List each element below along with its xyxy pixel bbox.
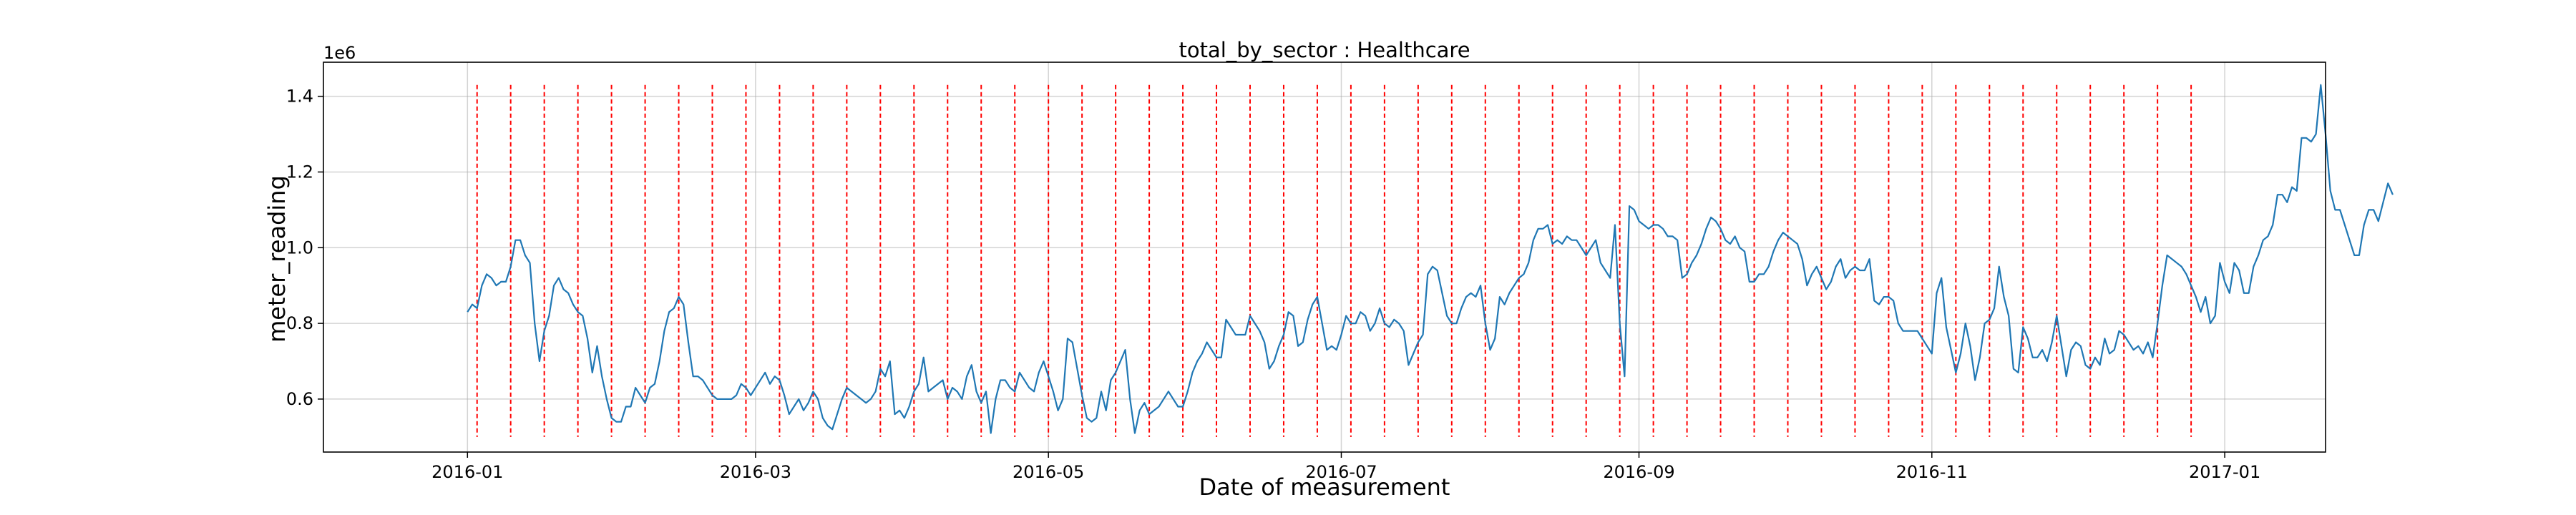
grid-lines <box>323 62 2326 452</box>
x-tick-label: 2016-11 <box>1896 462 1968 482</box>
x-tick-label: 2016-07 <box>1305 462 1377 482</box>
y-tick-label: 1.4 <box>286 87 313 107</box>
y-tick-label: 1.2 <box>286 162 313 182</box>
chart-title: total_by_sector : Healthcare <box>1179 38 1470 62</box>
x-axis-label: Date of measurement <box>1199 474 1450 501</box>
plot-frame <box>323 62 2326 453</box>
y-tick-label: 0.8 <box>286 313 313 333</box>
y-axis-label: meter_reading <box>263 175 291 343</box>
x-tick-label: 2016-01 <box>431 462 503 482</box>
y-axis-offset-label: 1e6 <box>323 43 356 63</box>
vertical-marker-lines <box>476 84 2192 437</box>
x-axis-ticks: 2016-01 2016-03 2016-05 2016-07 2016-09 2016-… <box>431 452 2260 482</box>
y-tick-label: 0.6 <box>286 389 313 409</box>
series-line <box>467 84 2394 434</box>
x-tick-label: 2016-05 <box>1013 462 1084 482</box>
x-tick-label: 2016-09 <box>1603 462 1674 482</box>
y-axis-ticks: 0.6 0.8 1.0 1.2 1.4 <box>286 87 323 409</box>
x-tick-label: 2016-03 <box>720 462 791 482</box>
x-tick-label: 2017-01 <box>2189 462 2260 482</box>
y-tick-label: 1.0 <box>286 237 313 258</box>
